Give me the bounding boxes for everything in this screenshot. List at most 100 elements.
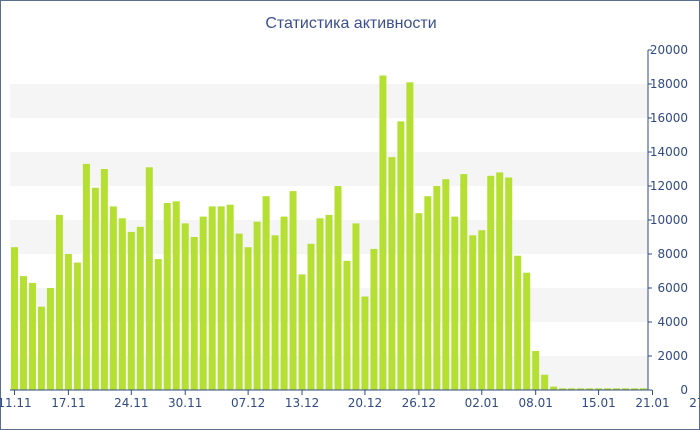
bar	[100, 169, 108, 390]
bar	[550, 386, 558, 390]
bar	[559, 388, 567, 390]
bar	[442, 179, 450, 390]
x-tick-label: 02.01	[465, 396, 499, 410]
bar	[433, 186, 441, 390]
x-tick-label: 21.01	[635, 396, 669, 410]
y-tick-label: 10000	[650, 213, 688, 227]
bar	[586, 388, 594, 390]
bar-series	[10, 75, 648, 391]
bar	[622, 388, 630, 390]
bar	[523, 272, 531, 390]
bar	[379, 75, 387, 390]
bar	[136, 226, 144, 390]
bar	[19, 276, 27, 390]
y-tick-label: 8000	[657, 247, 688, 261]
bar	[10, 247, 18, 390]
bar	[127, 231, 135, 390]
grid-band	[10, 84, 648, 118]
bar	[289, 191, 297, 390]
bar	[397, 121, 405, 391]
bar	[208, 206, 216, 390]
bar	[505, 177, 513, 390]
bar	[496, 172, 504, 390]
bar	[181, 223, 189, 390]
bar	[640, 388, 648, 390]
bar	[514, 255, 522, 390]
grid-band	[10, 152, 648, 186]
bar	[478, 230, 486, 390]
y-tick-label: 2000	[657, 349, 688, 363]
bar	[226, 204, 234, 390]
bar	[352, 223, 360, 390]
x-tick-label: 17.11	[51, 396, 85, 410]
x-tick-label: 11.11	[0, 396, 32, 410]
bar	[145, 167, 153, 390]
bar	[46, 288, 54, 390]
bar	[595, 388, 603, 390]
x-tick-label: 20.12	[348, 396, 382, 410]
x-tick-label: 30.11	[168, 396, 202, 410]
bar	[28, 282, 36, 390]
x-tick-label: 15.01	[581, 396, 615, 410]
bar	[271, 235, 279, 390]
bar	[82, 163, 90, 390]
y-tick-label: 0	[680, 383, 688, 397]
bar	[451, 216, 459, 390]
bar	[37, 306, 45, 390]
y-tick-label: 12000	[650, 179, 688, 193]
bar	[361, 296, 369, 390]
bar	[244, 247, 252, 390]
x-tick-label: 26.12	[402, 396, 436, 410]
bar	[604, 388, 612, 390]
y-tick-label: 20000	[650, 43, 688, 57]
bar	[460, 174, 468, 390]
bar	[64, 254, 72, 390]
bar	[325, 214, 333, 390]
axes: 0 2000 4000 6000 8000 10000 12000 14000 16000 180…	[0, 43, 700, 410]
bar	[262, 196, 270, 390]
bar	[316, 218, 324, 390]
bar	[532, 350, 540, 390]
chart-title: Статистика активности	[265, 15, 437, 32]
y-tick-label: 6000	[657, 281, 688, 295]
bar	[199, 216, 207, 390]
bar	[613, 388, 621, 390]
bar	[577, 388, 585, 390]
x-tick-label: 08.01	[518, 396, 552, 410]
bar	[307, 243, 315, 390]
bar	[298, 274, 306, 390]
bar	[91, 187, 99, 390]
bar	[154, 259, 162, 390]
y-tick-label: 16000	[650, 111, 688, 125]
bar	[487, 175, 495, 390]
bar	[253, 221, 261, 390]
bar	[469, 235, 477, 390]
y-tick-label: 18000	[650, 77, 688, 91]
bar	[280, 216, 288, 390]
bar	[109, 206, 117, 390]
bar	[541, 374, 549, 390]
bar	[217, 206, 225, 390]
bar	[190, 237, 198, 390]
bar	[415, 213, 423, 390]
bar	[388, 157, 396, 390]
bar	[334, 186, 342, 390]
bar	[235, 233, 243, 390]
bar	[631, 388, 639, 390]
bar	[343, 260, 351, 390]
bar	[163, 203, 171, 390]
bar	[172, 201, 180, 390]
bar	[370, 248, 378, 390]
bar	[424, 196, 432, 390]
y-tick-label: 14000	[650, 145, 688, 159]
bar	[55, 214, 63, 390]
y-tick-label: 4000	[657, 315, 688, 329]
bar	[118, 218, 126, 390]
bar	[568, 388, 576, 390]
x-tick-label: 27.01	[689, 396, 700, 410]
bar	[73, 262, 81, 390]
x-tick-label: 07.12	[231, 396, 265, 410]
bar	[406, 82, 414, 391]
x-tick-label: 24.11	[114, 396, 148, 410]
